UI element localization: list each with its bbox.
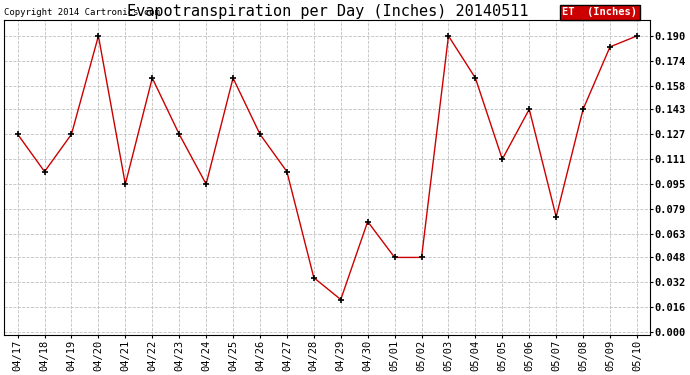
Text: Copyright 2014 Cartronics.com: Copyright 2014 Cartronics.com [4,8,160,17]
Text: ET  (Inches): ET (Inches) [562,7,638,17]
Title: Evapotranspiration per Day (Inches) 20140511: Evapotranspiration per Day (Inches) 2014… [126,4,528,19]
